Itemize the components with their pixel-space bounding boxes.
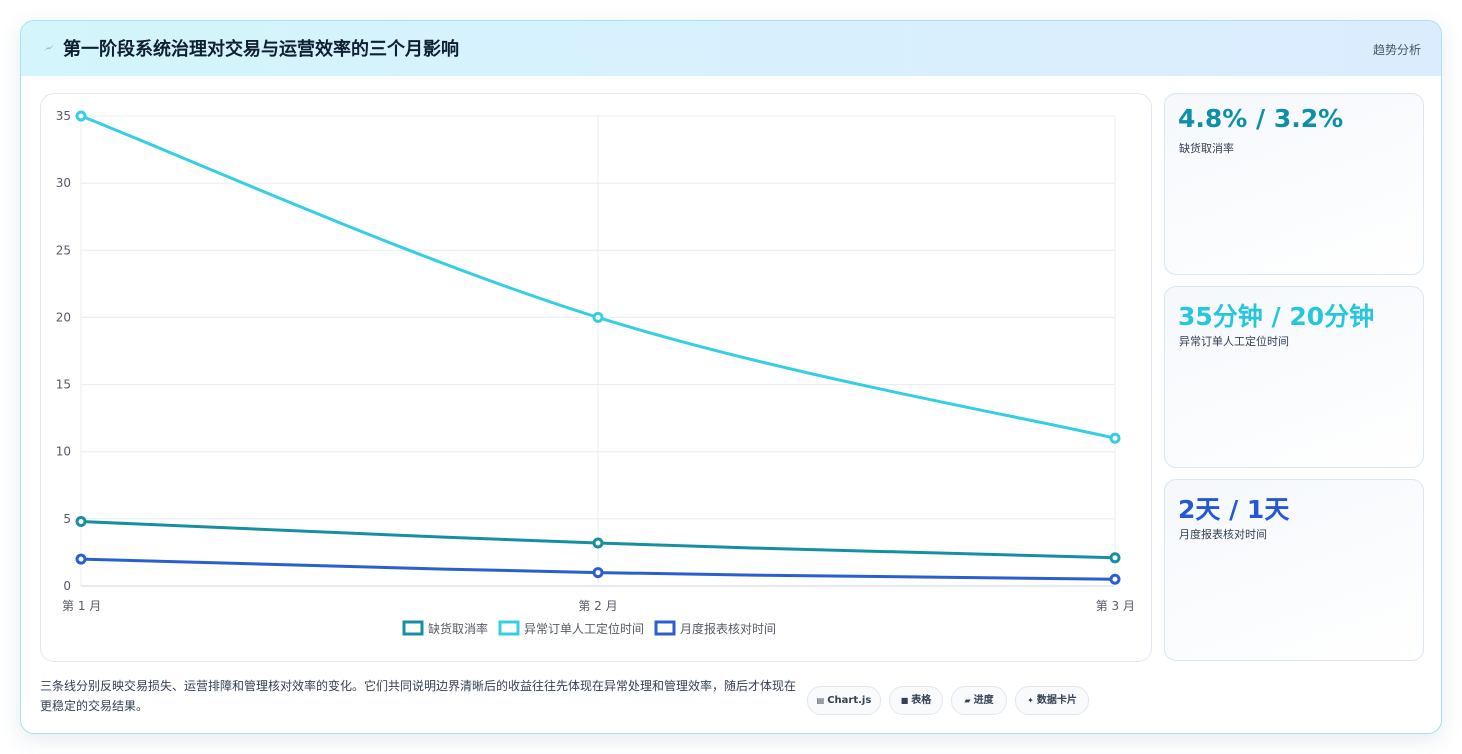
table-icon: ■: [900, 696, 909, 705]
chip-table[interactable]: ■ 表格: [889, 686, 943, 715]
stat-value: 2天 / 1天: [1178, 495, 1290, 524]
stat-card-abnormal-order-locate-time: 35分钟 / 20分钟 异常订单人工定位时间: [1164, 286, 1424, 468]
chart-description: 三条线分别反映交易损失、运营排障和管理核对效率的变化。它们共同说明边界清晰后的收…: [40, 679, 797, 713]
chip-label: 数据卡片: [1036, 695, 1077, 706]
y-tick-label: 20: [56, 310, 71, 324]
y-tick-label: 35: [56, 109, 71, 123]
legend-label: 缺货取消率: [428, 621, 488, 636]
sparkle-icon: ✦: [1027, 696, 1034, 705]
y-tick-label: 15: [56, 378, 71, 392]
trend-analysis-tag: 趋势分析: [1372, 43, 1421, 57]
stat-label: 异常订单人工定位时间: [1179, 335, 1289, 348]
legend-swatch: [654, 620, 676, 636]
line-chart-panel: 0 5 10 15 20 25 30 35 第 1 月 第 2 月 第 3 月缺货取消率 异常订单人工…: [40, 93, 1152, 662]
chip-label: 表格: [911, 695, 932, 706]
legend-swatch: [402, 620, 424, 636]
chip-data-card[interactable]: ✦ 数据卡片: [1015, 686, 1089, 715]
y-tick-label: 25: [56, 243, 71, 257]
stat-label: 月度报表核对时间: [1179, 528, 1267, 541]
data-point: [1109, 432, 1121, 444]
x-tick-label: 第 3 月: [1096, 599, 1135, 613]
y-tick-label: 0: [63, 579, 71, 593]
chart-icon: ▤: [816, 696, 825, 705]
data-point: [592, 537, 604, 549]
y-tick-label: 30: [56, 176, 71, 190]
stat-card-monthly-report-check-time: 2天 / 1天 月度报表核对时间: [1164, 479, 1424, 661]
y-tick-label: 10: [56, 445, 71, 459]
stat-card-stockout-cancel-rate: 4.8% / 3.2% 缺货取消率: [1164, 93, 1424, 275]
data-point: [592, 311, 604, 323]
data-point: [75, 110, 87, 122]
legend-label: 月度报表核对时间: [680, 621, 776, 636]
lightning-icon: [44, 44, 54, 51]
data-point: [1109, 552, 1121, 564]
stat-value: 35分钟 / 20分钟: [1178, 302, 1375, 331]
chip-chartjs[interactable]: ▤ Chart.js: [807, 686, 881, 715]
chip-label: 进度: [973, 695, 994, 706]
x-tick-label: 第 2 月: [578, 599, 617, 613]
progress-icon: ▰: [964, 696, 971, 705]
legend-label: 异常订单人工定位时间: [524, 621, 644, 636]
data-point: [75, 516, 87, 528]
y-tick-label: 5: [63, 512, 71, 526]
stat-value: 4.8% / 3.2%: [1178, 104, 1344, 133]
data-point: [592, 567, 604, 579]
data-point: [75, 553, 87, 565]
page-title: 第一阶段系统治理对交易与运营效率的三个月影响: [63, 39, 459, 60]
card-header: 第一阶段系统治理对交易与运营效率的三个月影响 趋势分析: [21, 21, 1441, 76]
data-point: [1109, 573, 1121, 585]
x-tick-label: 第 1 月: [62, 599, 101, 613]
chip-label: Chart.js: [827, 695, 872, 706]
dashboard-card: 第一阶段系统治理对交易与运营效率的三个月影响 趋势分析 0 5 10 15 20 25 30…: [20, 20, 1442, 734]
stat-label: 缺货取消率: [1179, 142, 1234, 155]
legend-swatch: [498, 620, 520, 636]
chip-progress[interactable]: ▰ 进度: [951, 686, 1007, 715]
